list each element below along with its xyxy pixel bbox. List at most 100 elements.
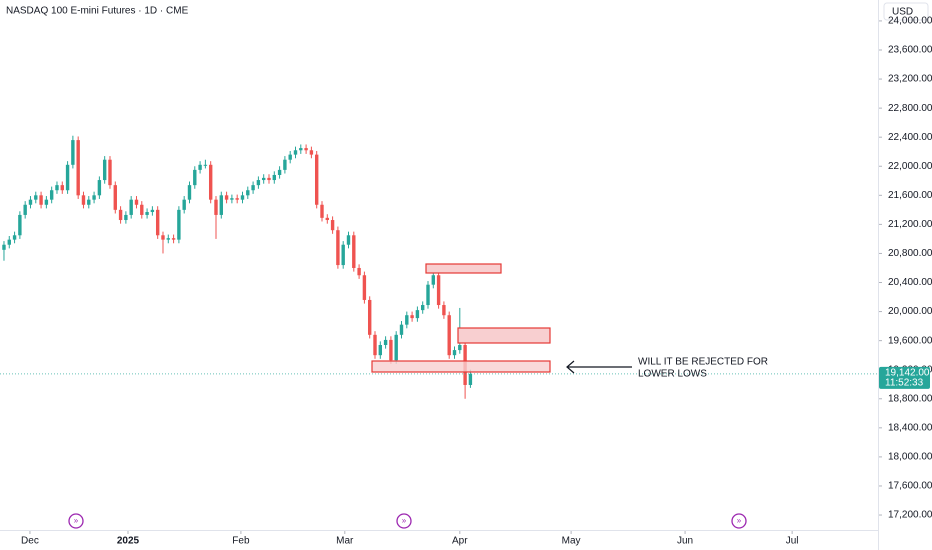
candle-body	[341, 244, 345, 266]
y-tick-label: 19,600.00	[888, 335, 932, 346]
countdown: 11:52:33	[885, 378, 924, 389]
candle-body	[219, 195, 223, 215]
arrow-head	[566, 360, 575, 374]
candle-body	[55, 185, 59, 191]
candle-body	[145, 212, 149, 215]
candle-body	[224, 195, 229, 200]
y-tick-label: 22,400.00	[888, 132, 932, 143]
chart-title: NASDAQ 100 E-mini Futures · 1D · CME	[6, 6, 189, 17]
candle-body	[92, 195, 96, 200]
candle-body	[155, 209, 160, 236]
last-price-box	[879, 366, 930, 389]
candle-body	[320, 204, 324, 218]
candle-body	[140, 204, 144, 215]
event-icons: » » »	[68, 513, 747, 529]
x-tick-label: Feb	[232, 536, 250, 547]
candle-body	[373, 334, 377, 356]
candle-body	[23, 204, 27, 215]
candle-body	[214, 199, 218, 215]
candle-body	[261, 177, 266, 181]
candle-body	[426, 284, 430, 306]
candle-body	[39, 195, 43, 205]
y-tick-label: 20,000.00	[888, 306, 932, 317]
candle-body	[182, 199, 186, 210]
candle-body	[383, 339, 388, 346]
x-tick-label: May	[562, 536, 581, 547]
candle-body	[129, 199, 133, 215]
candle-body	[198, 164, 202, 170]
candle-body	[235, 198, 239, 200]
y-tick-label: 21,200.00	[888, 219, 932, 230]
candle-body	[76, 140, 80, 196]
candle-body	[240, 195, 245, 200]
y-tick-label: 24,000.00	[888, 16, 932, 27]
y-tick-label: 22,000.00	[888, 161, 932, 172]
x-tick-label: Jul	[786, 536, 799, 547]
candle-body	[405, 315, 409, 325]
candle-body	[34, 195, 38, 200]
candle-body	[102, 159, 107, 181]
annotation: WILL IT BE REJECTED FOR	[638, 357, 768, 368]
candle-body	[314, 154, 319, 205]
y-tick-label: 22,800.00	[888, 103, 932, 114]
candle-body	[246, 190, 250, 196]
candle-body	[208, 164, 213, 200]
candle-body	[108, 159, 112, 186]
candle-body	[60, 185, 64, 191]
candle-body	[177, 209, 181, 240]
y-tick-label: 23,200.00	[888, 74, 932, 85]
x-tick-label: Jun	[677, 536, 693, 547]
event-icon-glyph: »	[737, 516, 742, 525]
last-price-label: 19,142.00	[885, 368, 930, 379]
candle-body	[431, 275, 436, 285]
candle-body	[267, 177, 271, 181]
candle-body	[71, 140, 75, 165]
y-tick-label: 18,400.00	[888, 422, 932, 433]
candle-body	[2, 244, 6, 250]
zone	[371, 360, 551, 373]
candle-body	[367, 299, 372, 335]
candle-body	[87, 199, 91, 205]
candle-body	[283, 159, 287, 170]
y-tick-label: 20,800.00	[888, 248, 932, 259]
candle-body	[442, 305, 446, 316]
currency-box[interactable]	[883, 2, 929, 21]
candle-body	[421, 305, 425, 311]
candle-body	[203, 164, 208, 166]
candle-body	[28, 199, 33, 205]
candle-body	[468, 373, 473, 385]
event-icon-glyph: »	[402, 516, 407, 525]
candle-body	[7, 239, 11, 245]
candle-body	[118, 209, 123, 221]
candle-body	[330, 220, 335, 231]
candle-body	[447, 315, 451, 356]
candle-body	[49, 190, 54, 200]
candle-body	[288, 154, 292, 160]
y-tick-label: 21,600.00	[888, 190, 932, 201]
zone	[425, 263, 502, 274]
candle-body	[65, 164, 70, 191]
candle-body	[309, 150, 314, 155]
candle-body	[458, 345, 462, 351]
y-tick-label: 18,800.00	[888, 393, 932, 404]
candle-body	[410, 315, 414, 319]
x-tick-label: Apr	[452, 536, 468, 547]
event-icon[interactable]	[731, 513, 747, 529]
currency: USD	[892, 7, 913, 18]
candle-body	[193, 169, 197, 186]
candle-body	[362, 275, 367, 300]
candle-body	[415, 310, 420, 319]
x-tick-label: Mar	[336, 536, 354, 547]
candle-body	[304, 148, 308, 151]
candle-body	[394, 334, 398, 361]
event-icon[interactable]	[396, 513, 412, 529]
candle-body	[134, 199, 139, 205]
candle-body	[124, 214, 128, 221]
candle-body	[150, 209, 155, 213]
event-icon-glyph: »	[74, 516, 79, 525]
candle-body	[161, 235, 165, 240]
candle-body	[18, 214, 22, 236]
event-icon[interactable]	[68, 513, 84, 529]
